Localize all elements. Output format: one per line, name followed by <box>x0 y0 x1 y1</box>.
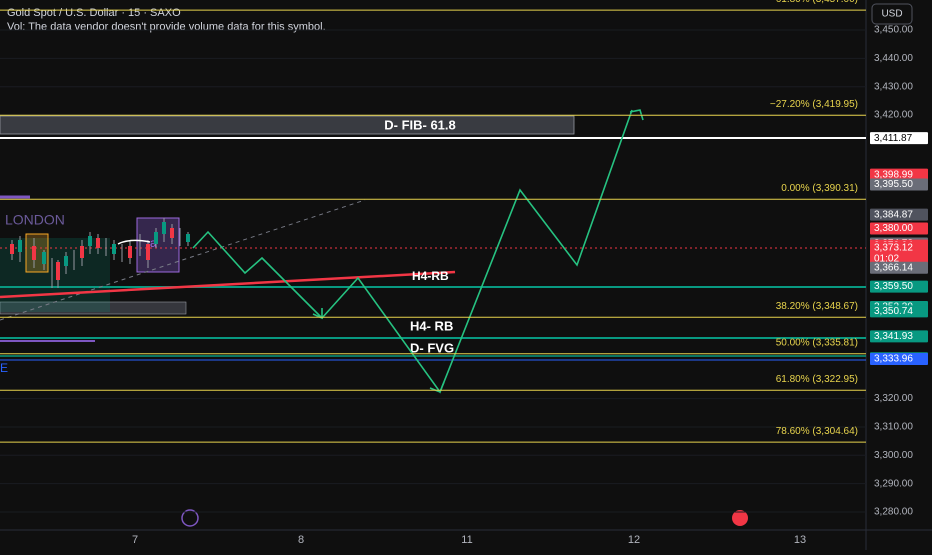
fib-zone-label: D- FIB- 61.8 <box>384 117 456 132</box>
price-tag-label: 3,350.74 <box>874 306 913 317</box>
fib-label: −27.20% (3,419.95) <box>770 99 858 110</box>
time-tick-label: 7 <box>132 534 138 546</box>
fib-label: 61.80% (3,457.00) <box>776 0 858 5</box>
price-tag <box>870 305 928 318</box>
time-tick-label: 13 <box>794 534 806 546</box>
price-tick-label: 3,320.00 <box>874 393 913 404</box>
fib-label: 0.00% (3,390.31) <box>781 183 858 194</box>
annotation: H4-RB <box>412 269 449 283</box>
projection <box>192 230 323 319</box>
annotation: H4- RB <box>410 318 453 333</box>
price-tag-label: 3,373.12 <box>874 243 913 254</box>
countdown: 01:02 <box>874 254 899 265</box>
session-label: LONDON <box>5 212 65 228</box>
trend-line <box>0 270 456 299</box>
price-tick-label: 3,440.00 <box>874 53 913 64</box>
event-icon[interactable] <box>732 510 748 526</box>
price-tick-label: 3,310.00 <box>874 422 913 433</box>
price-tag <box>870 132 928 145</box>
time-tick-label: 8 <box>298 534 304 546</box>
price-tag <box>870 178 928 191</box>
price-tag-label: 3,384.87 <box>874 209 913 220</box>
price-tag <box>870 353 928 366</box>
price-tag-label: 3,411.87 <box>874 133 913 144</box>
session-box <box>136 217 180 273</box>
projection <box>321 109 633 394</box>
fib-zone <box>0 115 575 135</box>
fib-label: 61.80% (3,322.95) <box>776 374 858 385</box>
fib-label: 38.20% (3,348.67) <box>776 301 858 312</box>
price-tag-label: 3,333.96 <box>874 354 913 365</box>
currency-label[interactable]: USD <box>881 9 902 20</box>
symbol-title: Gold Spot / U.S. Dollar · 15 · SAXO <box>7 7 181 19</box>
volume-note: Vol: The data vendor doesn't provide vol… <box>7 21 326 33</box>
projection-arrow <box>629 109 644 121</box>
price-tag-label: 3,366.14 <box>874 262 913 273</box>
event-icon[interactable] <box>181 509 199 527</box>
price-tag <box>870 208 928 221</box>
trend-line <box>0 199 366 321</box>
price-tag-label: 3,359.50 <box>874 281 913 292</box>
candles <box>10 218 190 288</box>
time-tick-label: 12 <box>628 534 640 546</box>
price-tag-label: 3,380.00 <box>874 223 913 234</box>
session-label: a <box>150 236 157 250</box>
price-tag <box>870 330 928 343</box>
annotation: D- FVG <box>410 340 454 355</box>
price-tick-label: 3,280.00 <box>874 507 913 518</box>
price-tag-label: 3,341.93 <box>874 331 913 342</box>
price-tag <box>870 280 928 293</box>
price-tag <box>870 261 928 274</box>
price-tag <box>870 241 928 266</box>
price-tag <box>870 222 928 235</box>
decor <box>117 239 151 245</box>
zone <box>0 238 110 312</box>
price-tag-label: 3,398.99 <box>874 169 913 180</box>
time-tick-label: 11 <box>461 534 472 546</box>
price-tag-label: 3,395.50 <box>874 179 913 190</box>
fib-label: 50.00% (3,335.81) <box>776 337 858 348</box>
price-tick-label: 3,290.00 <box>874 478 913 489</box>
price-tick-label: 3,430.00 <box>874 81 913 92</box>
currency-button[interactable] <box>871 3 913 25</box>
edge-label: E <box>0 361 8 375</box>
projection-arrow <box>429 381 445 394</box>
fib-label: 78.60% (3,304.64) <box>776 426 858 437</box>
price-tag <box>870 168 928 181</box>
price-tick-label: 3,420.00 <box>874 110 913 121</box>
price-tick-label: 3,450.00 <box>874 25 913 36</box>
price-tick-label: 3,300.00 <box>874 450 913 461</box>
